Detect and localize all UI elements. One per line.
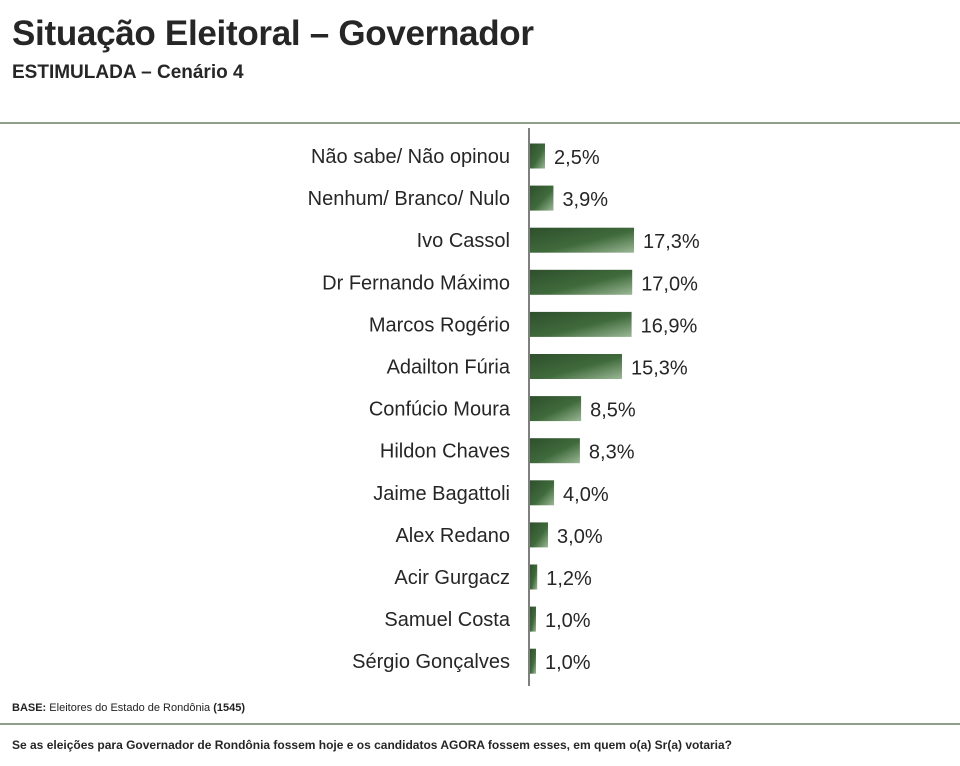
category-label: Nenhum/ Branco/ Nulo — [308, 188, 510, 210]
category-label: Samuel Costa — [384, 609, 510, 631]
category-label: Adailton Fúria — [387, 357, 511, 379]
bar — [530, 396, 582, 422]
category-label: Hildon Chaves — [380, 441, 510, 463]
data-label: 15,3% — [631, 358, 688, 380]
bar — [530, 480, 555, 506]
data-label: 1,2% — [546, 568, 592, 590]
category-label: Dr Fernando Máximo — [322, 272, 510, 294]
chart-subtitle: ESTIMULADA – Cenário 4 — [12, 62, 244, 83]
bar — [530, 269, 633, 295]
category-label: Marcos Rogério — [369, 314, 510, 336]
base-label: BASE: — [12, 702, 47, 714]
bottom-divider — [0, 723, 960, 725]
data-label: 3,0% — [557, 526, 603, 548]
data-label: 1,0% — [545, 652, 591, 674]
data-label: 8,5% — [590, 400, 636, 422]
base-note: BASE: Eleitores do Estado de Rondônia (1… — [12, 702, 245, 714]
data-label: 4,0% — [563, 484, 609, 506]
category-label: Acir Gurgacz — [394, 567, 510, 589]
data-label: 3,9% — [562, 189, 608, 211]
bar — [530, 648, 537, 674]
chart-title: Situação Eleitoral – Governador — [12, 14, 534, 53]
category-label: Sérgio Gonçalves — [352, 651, 510, 673]
category-label: Alex Redano — [395, 525, 510, 547]
category-label: Jaime Bagattoli — [373, 483, 510, 505]
base-text: Eleitores do Estado de Rondônia — [49, 702, 211, 714]
bar — [530, 354, 622, 379]
bar — [530, 311, 632, 337]
bar — [530, 564, 538, 590]
bar — [530, 606, 537, 632]
data-label: 8,3% — [589, 442, 635, 464]
bar-chart: Não sabe/ Não opinou 2,5% Nenhum/ Branco/ … — [308, 128, 700, 686]
category-label: Não sabe/ Não opinou — [311, 146, 510, 168]
bar — [530, 438, 580, 464]
base-count: (1545) — [213, 702, 245, 714]
data-label: 17,3% — [643, 231, 700, 253]
bar — [530, 227, 634, 253]
bar — [530, 522, 549, 548]
data-label: 2,5% — [554, 147, 600, 169]
category-label: Ivo Cassol — [417, 230, 510, 252]
bar — [530, 143, 546, 169]
category-label: Confúcio Moura — [369, 399, 511, 421]
top-divider — [0, 122, 960, 124]
survey-question: Se as eleições para Governador de Rondôn… — [12, 738, 732, 752]
data-label: 16,9% — [641, 315, 698, 337]
data-label: 1,0% — [545, 610, 591, 632]
bar — [530, 185, 554, 211]
data-label: 17,0% — [641, 273, 698, 295]
